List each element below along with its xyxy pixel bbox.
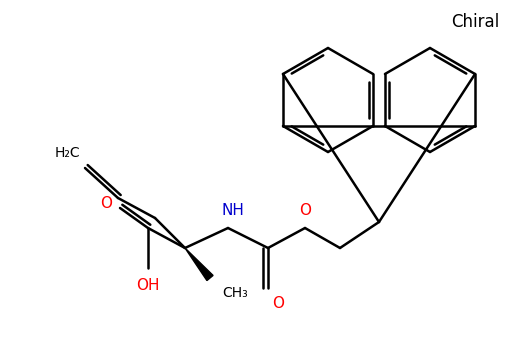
Text: H₂C: H₂C [54,146,80,160]
Text: O: O [299,203,311,218]
Text: NH: NH [222,203,244,218]
Text: Chiral: Chiral [451,13,499,31]
Text: CH₃: CH₃ [222,286,248,300]
Text: O: O [272,296,284,311]
Text: O: O [100,196,112,211]
Text: OH: OH [136,278,160,293]
Polygon shape [185,248,213,281]
